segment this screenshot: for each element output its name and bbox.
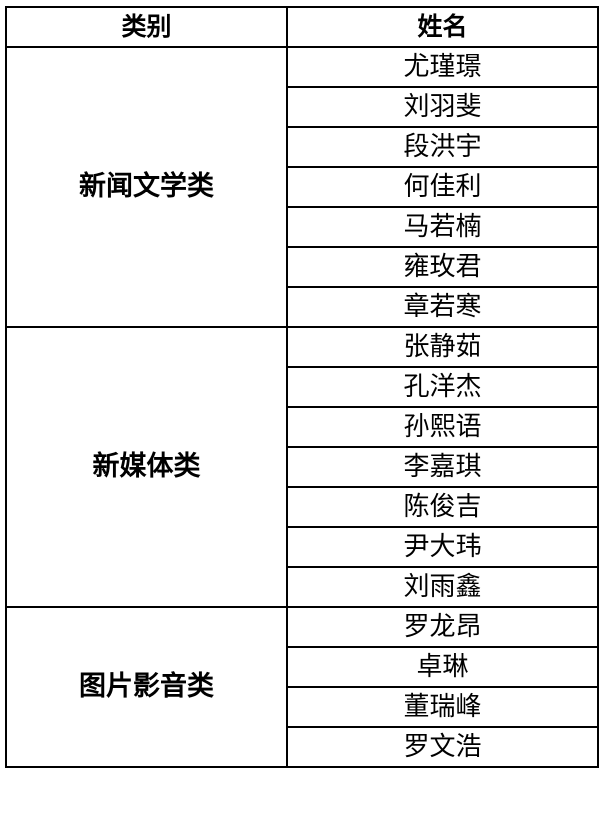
header-name: 姓名: [286, 6, 599, 48]
table-row: 章若寒: [6, 286, 599, 328]
name-cell: 罗文浩: [286, 726, 599, 768]
name-cell: 李嘉琪: [286, 446, 599, 488]
table-row: 段洪宇: [6, 126, 599, 168]
name-cell: 张静茹: [286, 326, 599, 368]
name-cell: 段洪宇: [286, 126, 599, 168]
table-row: 尹大玮: [6, 526, 599, 568]
name-cell: 刘雨鑫: [286, 566, 599, 608]
table-row: 刘雨鑫: [6, 566, 599, 608]
table-row: 雍玫君: [6, 246, 599, 288]
name-cell: 章若寒: [286, 286, 599, 328]
table-row: 孔洋杰: [6, 366, 599, 408]
table-row: 图片影音类 罗龙昂: [5, 606, 599, 768]
name-cell: 孔洋杰: [286, 366, 599, 408]
category-cell: 新媒体类: [5, 326, 288, 608]
name-cell: 刘羽斐: [286, 86, 599, 128]
header-category: 类别: [5, 6, 288, 48]
table-row: 卓琳: [6, 646, 599, 688]
name-cell: 陈俊吉: [286, 486, 599, 528]
name-cell: 雍玫君: [286, 246, 599, 288]
table-row: 马若楠: [6, 206, 599, 248]
name-cell: 罗龙昂: [286, 606, 599, 648]
table-row: 新闻文学类 尤瑾璟: [5, 46, 599, 328]
name-cell: 尤瑾璟: [286, 46, 599, 88]
header-row: 类别 姓名: [5, 6, 599, 48]
table-row: 董瑞峰: [6, 686, 599, 728]
name-cell: 孙熙语: [286, 406, 599, 448]
table-row: 刘羽斐: [6, 86, 599, 128]
name-cell: 尹大玮: [286, 526, 599, 568]
category-cell: 新闻文学类: [5, 46, 288, 328]
table-row: 新媒体类 张静茹: [5, 326, 599, 608]
table-row: 罗文浩: [6, 726, 599, 768]
roster-table: 类别 姓名 新闻文学类 尤瑾璟 刘羽斐 段洪宇 何佳利 马若楠 雍玫君 章若寒 新媒体类 张静茹孔…: [5, 6, 599, 768]
name-cell: 马若楠: [286, 206, 599, 248]
name-cell: 董瑞峰: [286, 686, 599, 728]
table-row: 李嘉琪: [6, 446, 599, 488]
table-row: 陈俊吉: [6, 486, 599, 528]
name-cell: 卓琳: [286, 646, 599, 688]
category-cell: 图片影音类: [5, 606, 288, 768]
table-row: 何佳利: [6, 166, 599, 208]
name-cell: 何佳利: [286, 166, 599, 208]
table-row: 孙熙语: [6, 406, 599, 448]
